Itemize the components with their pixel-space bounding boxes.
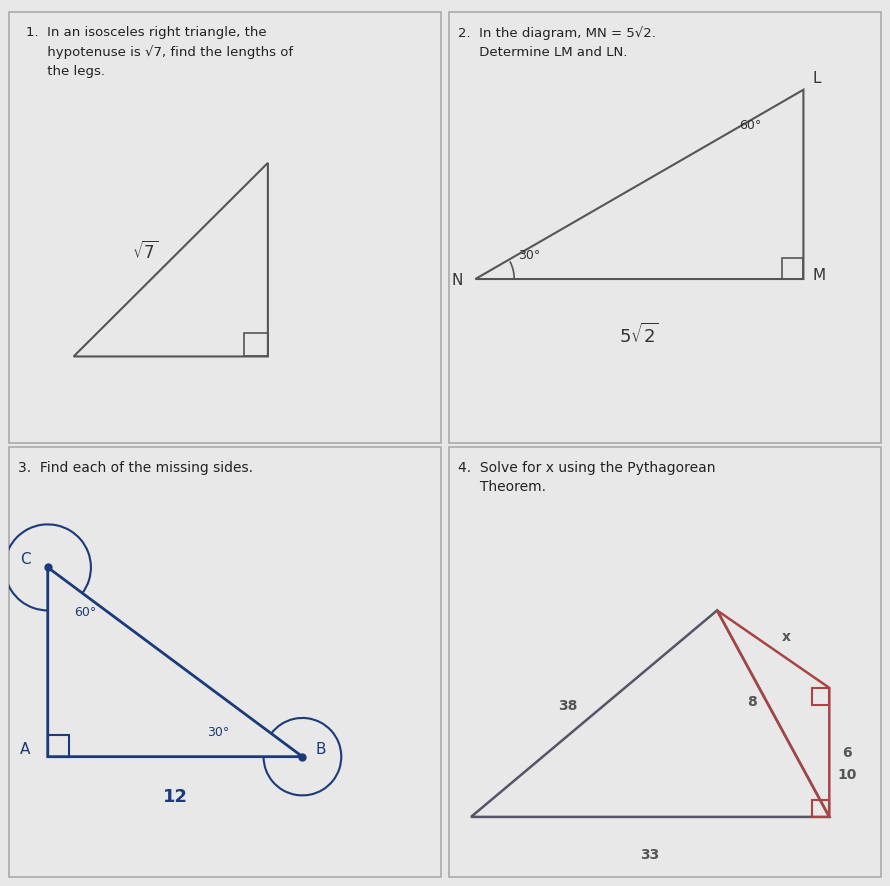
Text: 4.  Solve for x using the Pythagorean
     Theorem.: 4. Solve for x using the Pythagorean The… xyxy=(458,461,716,494)
Text: 3.  Find each of the missing sides.: 3. Find each of the missing sides. xyxy=(18,461,253,474)
Text: 10: 10 xyxy=(838,767,857,781)
Text: 6: 6 xyxy=(842,745,852,759)
Text: 1.  In an isosceles right triangle, the
     hypotenuse is √7, find the lengths : 1. In an isosceles right triangle, the h… xyxy=(26,27,294,78)
Text: 30°: 30° xyxy=(519,248,541,261)
Text: 2.  In the diagram, MN = 5√2.
     Determine LM and LN.: 2. In the diagram, MN = 5√2. Determine L… xyxy=(458,27,656,58)
Text: 33: 33 xyxy=(641,847,659,861)
Text: N: N xyxy=(451,272,463,287)
Text: $5\sqrt{2}$: $5\sqrt{2}$ xyxy=(619,323,659,346)
Text: 12: 12 xyxy=(163,787,188,804)
Text: M: M xyxy=(812,268,825,283)
Text: $\sqrt{7}$: $\sqrt{7}$ xyxy=(132,241,158,263)
Text: 30°: 30° xyxy=(207,726,230,738)
Text: 8: 8 xyxy=(747,694,756,708)
Text: x: x xyxy=(781,630,790,643)
Text: C: C xyxy=(20,552,30,567)
Text: B: B xyxy=(315,741,326,756)
Text: L: L xyxy=(812,72,821,86)
Text: 60°: 60° xyxy=(74,605,96,618)
Text: 38: 38 xyxy=(558,698,578,712)
Text: A: A xyxy=(20,741,30,756)
Text: 60°: 60° xyxy=(739,120,761,132)
